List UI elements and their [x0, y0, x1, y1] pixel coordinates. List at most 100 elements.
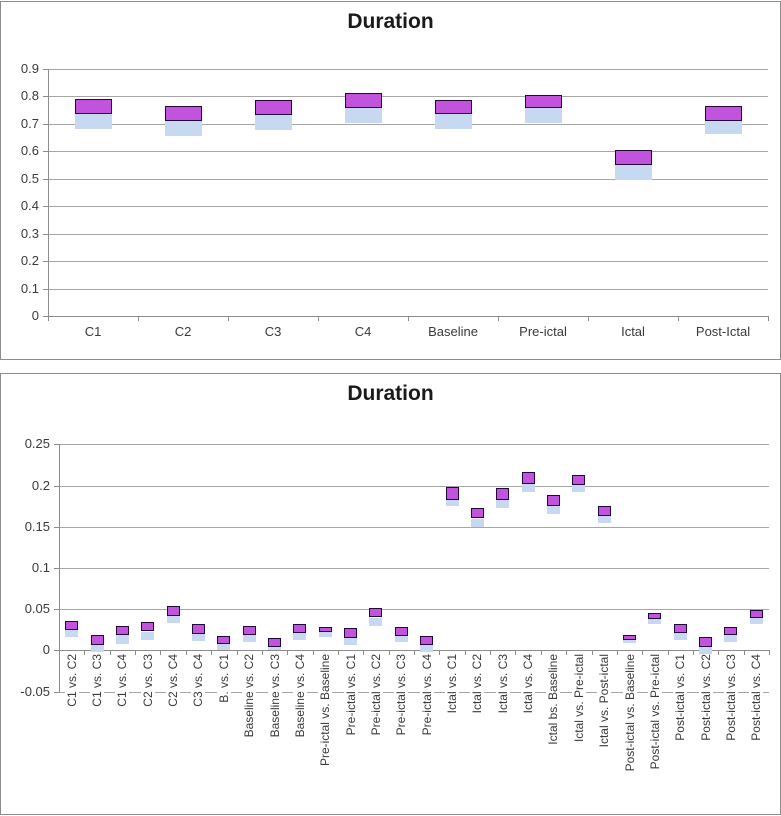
bar-upper-segment — [75, 98, 112, 114]
bar-upper-segment — [395, 626, 408, 637]
y-axis-tick-label: 0.2 — [20, 253, 39, 268]
bar-upper-segment — [705, 105, 742, 121]
y-axis-tick-mark — [43, 289, 48, 290]
x-axis-category-label: C1 vs. C2 — [65, 654, 79, 794]
bar-lower-segment — [496, 499, 509, 508]
bar-upper-segment — [547, 495, 560, 507]
x-axis-tick-mark — [138, 316, 139, 321]
chart-canvas: 0.25 0.2 0.15 0.1 0.05 0 -0.05 C1 vs. C2 C1 vs. … — [1, 374, 780, 814]
gridline — [48, 206, 768, 207]
bar-lower-segment — [141, 631, 154, 640]
x-axis-tick-mark — [541, 650, 542, 655]
y-axis-tick-mark — [43, 179, 48, 180]
bar-upper-segment — [496, 488, 509, 500]
y-axis-tick-label: 0.1 — [20, 281, 39, 296]
x-axis-category-label: C2 vs. C4 — [166, 654, 180, 794]
bar-upper-segment — [572, 474, 585, 485]
x-axis-tick-mark — [211, 650, 212, 655]
x-axis-category-label: Post-ictal vs. C2 — [699, 654, 713, 794]
x-axis-category-label: Post-ictal vs. Baseline — [623, 654, 637, 794]
gridline — [48, 179, 768, 180]
y-axis-tick-label: 0.15 — [24, 519, 50, 534]
bar-lower-segment — [435, 113, 472, 129]
x-axis-tick-mark — [668, 650, 669, 655]
y-axis-tick-mark — [54, 609, 59, 610]
bar-lower-segment — [167, 615, 180, 624]
bar-upper-segment — [217, 635, 230, 644]
bar-lower-segment — [243, 634, 256, 643]
y-axis-tick-mark — [43, 261, 48, 262]
x-axis-category-label: Baseline vs. C2 — [242, 654, 256, 794]
chart-canvas: 0.9 0.8 0.7 0.6 0.5 0.4 0.3 0.2 0.1 0 C1 C2 C3 C4 Base… — [1, 2, 780, 359]
x-axis-tick-mark — [768, 316, 769, 321]
x-axis-tick-mark — [389, 650, 390, 655]
bar-lower-segment — [91, 644, 104, 653]
gridline — [59, 527, 769, 528]
x-axis-tick-mark — [318, 316, 319, 321]
y-axis-tick-label: 0.5 — [20, 171, 39, 186]
bar-lower-segment — [369, 617, 382, 626]
x-axis-tick-mark — [135, 650, 136, 655]
bar-upper-segment — [369, 607, 382, 618]
x-axis-category-label: Ictal vs. C3 — [496, 654, 510, 794]
x-axis-tick-mark — [769, 650, 770, 655]
x-axis-tick-mark — [465, 650, 466, 655]
y-axis-tick-label: 0.7 — [20, 116, 39, 131]
bar-upper-segment — [192, 624, 205, 634]
gridline — [48, 69, 768, 70]
x-axis-category-label: C3 — [264, 324, 282, 339]
x-axis-tick-mark — [408, 316, 409, 321]
x-axis-category-label: Ictal vs. Pre-ictal — [572, 654, 586, 794]
bar-lower-segment — [522, 483, 535, 493]
bar-lower-segment — [319, 632, 332, 638]
x-axis-tick-mark — [678, 316, 679, 321]
y-axis-tick-label: 0 — [31, 308, 39, 323]
y-axis-tick-mark — [54, 486, 59, 487]
bar-lower-segment — [217, 643, 230, 651]
bar-upper-segment — [724, 626, 737, 635]
x-axis-category-label: Pre-ictal vs. Baseline — [318, 654, 332, 794]
y-axis-tick-mark — [54, 650, 59, 651]
bar-lower-segment — [420, 644, 433, 653]
bar-upper-segment — [268, 638, 281, 648]
bar-upper-segment — [141, 621, 154, 632]
bar-upper-segment — [344, 628, 357, 639]
chart-title: Duration — [347, 382, 434, 405]
bar-lower-segment — [293, 633, 306, 640]
x-axis-category-label: C4 — [354, 324, 372, 339]
x-axis-tick-mark — [59, 650, 60, 655]
y-axis-tick-mark — [43, 151, 48, 152]
x-axis-tick-mark — [287, 650, 288, 655]
bar-upper-segment — [293, 624, 306, 634]
y-axis-tick-label: 0.4 — [20, 198, 39, 213]
bar-lower-segment — [724, 634, 737, 643]
bar-upper-segment — [435, 100, 472, 114]
chart-panel-duration-comparisons: Duration 0.25 0.2 0.15 0.1 0.05 0 -0.05 C1 vs. … — [0, 373, 781, 815]
x-axis-tick-mark — [414, 650, 415, 655]
y-axis-tick-mark — [54, 527, 59, 528]
y-axis-tick-label: 0.8 — [20, 88, 39, 103]
bar-lower-segment — [623, 639, 636, 643]
x-axis-tick-mark — [160, 650, 161, 655]
bar-upper-segment — [65, 620, 78, 630]
x-axis-category-label: Baseline vs. C4 — [293, 654, 307, 794]
bar-lower-segment — [648, 619, 661, 624]
x-axis-category-label: Pre-ictal vs. C1 — [344, 654, 358, 794]
y-axis-tick-mark — [43, 316, 48, 317]
x-axis-category-label: Ictal — [621, 324, 645, 339]
x-axis-category-label: Post-ictal vs. C3 — [724, 654, 738, 794]
x-axis-tick-mark — [744, 650, 745, 655]
x-axis-tick-mark — [588, 316, 589, 321]
bar-lower-segment — [192, 634, 205, 641]
x-axis-category-label: C1 — [84, 324, 102, 339]
x-axis-tick-mark — [338, 650, 339, 655]
x-axis-tick-mark — [84, 650, 85, 655]
gridline — [59, 692, 769, 693]
x-axis-category-label: Baseline — [428, 324, 478, 339]
gridline — [59, 568, 769, 569]
gridline — [48, 124, 768, 125]
x-axis-category-label: Pre-ictal vs. C4 — [420, 654, 434, 794]
x-axis-tick-mark — [237, 650, 238, 655]
bar-lower-segment — [674, 633, 687, 640]
